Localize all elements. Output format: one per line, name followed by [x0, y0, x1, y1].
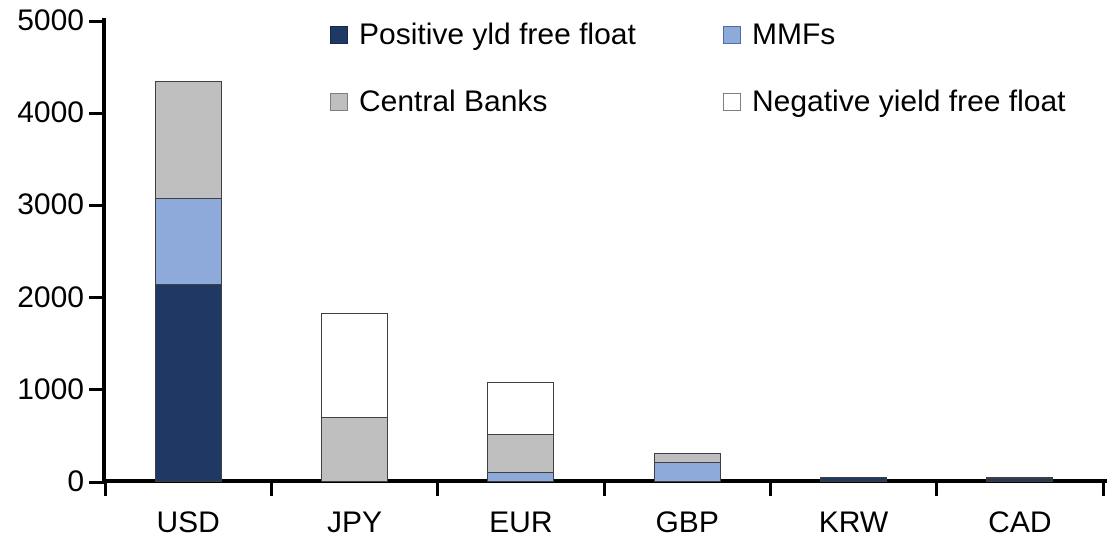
y-tick-label: 0: [67, 465, 84, 498]
segment-mmfs: [154, 198, 222, 285]
segment-positive-yld-free-float: [820, 477, 887, 482]
x-axis-tick: [602, 483, 606, 496]
x-axis-tick: [269, 483, 273, 496]
segment-positive-yld-free-float: [154, 283, 222, 482]
segment-mmfs: [487, 471, 555, 482]
legend-item-central-banks: Central Banks: [330, 85, 547, 119]
category-label-jpy: JPY: [326, 506, 383, 539]
bar-gbp: [653, 452, 721, 482]
x-axis-line: [102, 479, 1107, 483]
segment-mmfs: [653, 461, 721, 482]
legend-label: Positive yld free float: [359, 18, 636, 51]
y-axis-line: [102, 18, 106, 484]
legend-label: Central Banks: [359, 85, 548, 118]
bar-eur: [487, 381, 555, 482]
y-axis-tick: [89, 388, 103, 392]
legend-item-mmfs: MMFs: [723, 18, 835, 52]
y-tick-label: 4000: [17, 96, 84, 130]
y-axis-tick: [89, 480, 103, 484]
segment-negative-yield-free-float: [487, 381, 555, 435]
legend-item-negative-yield-free-float: Negative yield free float: [723, 85, 1066, 119]
y-axis-tick: [89, 296, 103, 300]
y-axis-tick: [89, 203, 103, 207]
legend-label: MMFs: [752, 18, 836, 51]
legend-swatch-icon: [723, 26, 741, 44]
segment-central-banks: [487, 433, 555, 473]
x-axis-tick: [103, 483, 107, 496]
y-tick-label: 5000: [17, 4, 84, 37]
bar-cad: [986, 476, 1054, 482]
bar-jpy: [321, 313, 388, 482]
bar-krw: [820, 477, 887, 482]
x-axis-tick: [1101, 483, 1105, 496]
legend-item-positive-yld-free-float: Positive yld free float: [330, 18, 636, 52]
plot-area: [105, 21, 1103, 482]
category-label-krw: KRW: [818, 506, 889, 539]
bar-usd: [154, 81, 222, 482]
legend-label: Negative yield free float: [752, 85, 1066, 118]
category-label-eur: EUR: [489, 506, 553, 539]
x-axis-tick: [768, 483, 772, 496]
y-axis-tick: [89, 19, 103, 23]
segment-positive-yld-free-float: [986, 478, 1054, 482]
segment-central-banks: [321, 417, 388, 482]
category-label-usd: USD: [156, 506, 220, 539]
category-label-gbp: GBP: [655, 506, 719, 539]
category-label-cad: CAD: [988, 506, 1052, 539]
y-tick-label: 2000: [17, 280, 84, 314]
segment-negative-yield-free-float: [321, 313, 388, 419]
legend-swatch-icon: [723, 93, 741, 111]
y-axis-tick: [89, 111, 103, 115]
x-axis-tick: [935, 483, 939, 496]
legend-swatch-icon: [330, 26, 348, 44]
y-tick-label: 1000: [17, 372, 84, 406]
segment-central-banks: [154, 81, 222, 200]
y-tick-label: 3000: [17, 188, 84, 222]
x-axis-tick: [436, 483, 440, 496]
legend-swatch-icon: [330, 93, 348, 111]
